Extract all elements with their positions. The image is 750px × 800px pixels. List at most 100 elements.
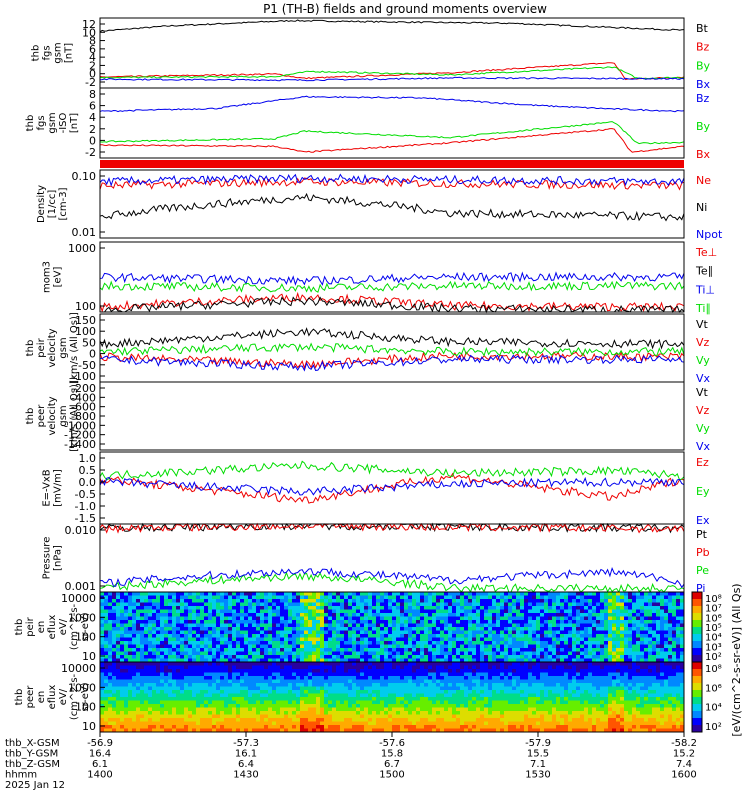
spectrogram-cell [288,651,293,656]
spectrogram-cell [304,602,309,607]
spectrogram-cell [596,627,601,631]
spectrogram-cell [312,697,317,701]
spectrogram-cell [428,606,433,610]
spectrogram-cell [244,721,249,726]
spectrogram-cell [672,634,677,638]
spectrogram-cell [136,637,141,642]
spectrogram-cell [536,623,541,628]
spectrogram-cell [336,655,341,659]
spectrogram-cell [176,637,181,642]
spectrogram-cell [196,704,201,708]
spectrogram-cell [156,634,161,638]
spectrogram-cell [396,669,401,673]
spectrogram-cell [244,707,249,712]
spectrogram-cell [516,623,521,628]
spectrogram-cell [212,725,217,729]
spectrogram-cell [100,721,105,726]
spectrogram-cell [208,606,213,610]
spectrogram-cell [132,623,137,628]
spectrogram-cell [428,592,433,596]
spectrogram-cell [596,592,601,596]
spectrogram-cell [432,700,437,705]
spectrogram-cell [344,714,349,719]
spectrogram-cell [132,704,137,708]
spectrogram-cell [136,721,141,726]
spectrogram-cell [208,641,213,645]
spectrogram-cell [396,686,401,691]
spectrogram-cell [360,676,365,680]
spectrogram-cell [428,676,433,680]
spectrogram-cell [428,620,433,624]
spectrogram-cell [248,693,253,698]
spectrogram-cell [312,676,317,680]
spectrogram-cell [336,637,341,642]
spectrogram-cell [404,595,409,600]
spectrogram-cell [348,595,353,600]
spectrogram-cell [532,599,537,603]
spectrogram-cell [116,714,121,719]
spectrogram-cell [392,613,397,617]
spectrogram-cell [168,644,173,649]
spectrogram-cell [652,655,657,659]
spectrogram-cell [444,620,449,624]
spectrogram-cell [376,669,381,673]
spectrogram-cell [212,690,217,694]
spectrogram-cell [260,595,265,600]
spectrogram-cell [348,655,353,659]
spectrogram-cell [100,707,105,712]
spectrogram-cell [376,609,381,614]
spectrogram-cell [124,683,129,687]
spectrogram-cell [632,609,637,614]
spectrogram-cell [288,658,293,663]
spectrogram-cell [344,627,349,631]
spectrogram-cell [356,644,361,649]
spectrogram-cell [312,592,317,596]
spectrogram-cell [544,592,549,596]
spectrogram-cell [388,683,393,687]
spectrogram-cell [220,725,225,729]
spectrogram-cell [228,707,233,712]
spectrogram-cell [192,592,197,596]
spectrogram-cell [652,599,657,603]
spectrogram-cell [392,595,397,600]
spectrogram-cell [468,644,473,649]
spectrogram-cell [340,714,345,719]
spectrogram-cell [196,606,201,610]
spectrogram-cell [604,644,609,649]
spectrogram-cell [624,658,629,663]
spectrogram-cell [224,655,229,659]
spectrogram-cell [332,599,337,603]
spectrogram-cell [156,704,161,708]
spectrogram-cell [436,592,441,596]
spectrogram-cell [164,602,169,607]
spectrogram-cell [468,725,473,729]
spectrogram-cell [580,637,585,642]
spectrogram-cell [492,644,497,649]
spectrogram-cell [444,672,449,677]
spectrogram-cell [340,728,345,733]
spectrogram-cell [604,599,609,603]
spectrogram-cell [680,648,685,652]
spectrogram-cell [292,637,297,642]
spectrogram-cell [260,616,265,621]
spectrogram-cell [488,592,493,596]
spectrogram-cell [404,704,409,708]
spectrogram-cell [360,651,365,656]
spectrogram-cell [292,718,297,722]
spectrogram-cell [252,609,257,614]
spectrogram-cell [416,648,421,652]
spectrogram-cell [196,658,201,663]
spectrogram-cell [292,697,297,701]
spectrogram-cell [164,683,169,687]
spectrogram-cell [500,637,505,642]
spectrogram-cell [312,707,317,712]
spectrogram-cell [396,606,401,610]
spectrogram-cell [252,592,257,596]
spectrogram-cell [648,630,653,635]
spectrogram-cell [468,707,473,712]
spectrogram-cell [512,641,517,645]
spectrogram-cell [312,693,317,698]
spectrogram-cell [196,592,201,596]
spectrogram-cell [144,634,149,638]
spectrogram-cell [584,630,589,635]
